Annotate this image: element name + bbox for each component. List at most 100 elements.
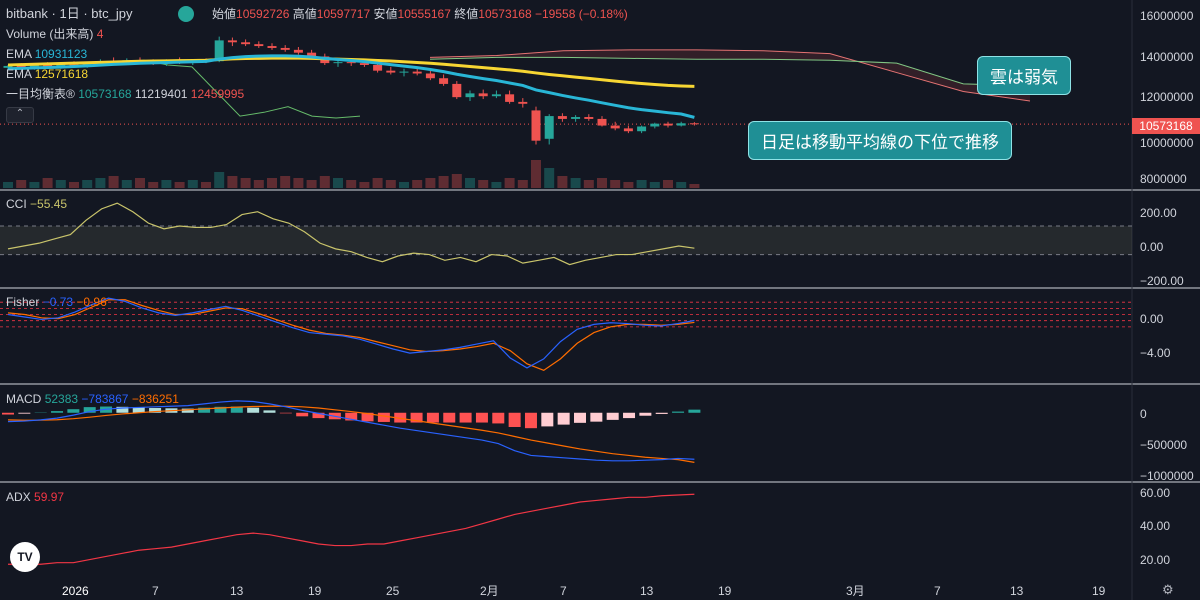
volume-bar	[3, 182, 13, 188]
macd-histogram-bar	[688, 409, 701, 413]
settings-gear-icon[interactable]: ⚙	[1162, 582, 1174, 597]
macd-histogram-bar	[247, 407, 260, 413]
candle-body	[359, 63, 369, 65]
candle-body	[518, 101, 528, 104]
time-axis-tick: 3月	[846, 584, 865, 598]
cci-legend[interactable]: CCI −55.45	[6, 197, 68, 211]
time-axis-tick: 13	[640, 584, 654, 598]
macd-axis-tick: −500000	[1140, 438, 1188, 452]
leading-span-b	[429, 56, 1031, 87]
volume-bars	[3, 160, 700, 188]
volume-bar	[570, 178, 581, 188]
macd-histogram-bar	[149, 408, 162, 413]
time-axis-tick: 13	[1010, 584, 1024, 598]
macd-histogram-bar	[198, 407, 211, 413]
macd-histogram-bar	[132, 407, 145, 413]
volume-bar	[425, 178, 436, 188]
price-axis-tick: 8000000	[1140, 172, 1187, 186]
fisher-legend[interactable]: Fisher −0.73 −0.96	[6, 295, 107, 309]
macd-histogram-bar	[606, 412, 619, 420]
candle-body	[676, 123, 686, 126]
cci-axis-tick: 0.00	[1140, 240, 1164, 254]
volume-legend[interactable]: Volume (出来高) 4	[6, 27, 104, 41]
candle-body	[280, 47, 290, 50]
price-axis-tick: 14000000	[1140, 50, 1194, 64]
ma-lines	[7, 54, 695, 119]
volume-bar	[174, 182, 185, 188]
adx-axis-tick: 60.00	[1140, 486, 1171, 500]
candle-body	[597, 118, 607, 126]
candle-body	[16, 65, 26, 68]
candle-body	[650, 123, 660, 127]
ema-short-line	[7, 54, 695, 119]
tradingview-logo-icon[interactable]: TV	[10, 542, 40, 572]
volume-bar	[451, 174, 462, 188]
candle-body	[557, 116, 567, 119]
volume-bar	[201, 182, 211, 188]
fisher-axis-tick: 0.00	[1140, 312, 1164, 326]
macd-histogram-bar	[2, 412, 14, 415]
ichimoku-legend[interactable]: 一目均衡表® 10573168 11219401 12459995	[6, 87, 245, 101]
adx-legend[interactable]: ADX 59.97	[6, 490, 65, 504]
volume-bar	[135, 178, 145, 188]
macd-histogram-bar	[443, 412, 456, 423]
ema-short-legend[interactable]: EMA 10931123	[6, 47, 88, 61]
candle-body	[293, 49, 303, 53]
ohlc-readout: 始値10592726 高値10597717 安値10555167 終値10573…	[212, 7, 628, 21]
volume-bar	[663, 180, 673, 188]
cci-band	[0, 226, 1132, 255]
candle-body	[465, 93, 475, 98]
fisher-trigger-line	[7, 299, 695, 372]
candle-body	[386, 70, 396, 73]
symbol-title[interactable]: bitbank · 1日 · btc_jpy	[6, 6, 133, 21]
volume-bar	[583, 180, 594, 188]
volume-bar	[636, 180, 647, 188]
ema-long-legend[interactable]: EMA 12571618	[6, 67, 89, 81]
volume-bar	[438, 176, 449, 188]
volume-bar	[55, 180, 66, 188]
macd-legend[interactable]: MACD 52383 −783867 −836251	[6, 392, 179, 406]
candle-body	[307, 52, 317, 57]
ma-callout: 日足は移動平均線の下位で推移	[748, 121, 1012, 160]
macd-histogram-bar	[623, 412, 636, 419]
macd-histogram-bar	[492, 412, 505, 424]
macd-histogram-bar	[361, 412, 374, 422]
candle-body	[227, 40, 237, 43]
leading-span-a	[429, 49, 1031, 102]
volume-bar	[531, 160, 541, 188]
candle-body	[3, 65, 13, 68]
candle-body	[571, 117, 581, 119]
volume-bar	[385, 180, 396, 188]
candle-body	[373, 64, 383, 71]
collapse-legend-icon[interactable]: ⌃	[6, 107, 34, 123]
volume-bar	[544, 168, 555, 188]
macd-histogram-bar	[263, 410, 276, 413]
time-axis-tick: 7	[152, 584, 159, 598]
volume-bar	[557, 176, 568, 188]
adx-line	[8, 493, 695, 565]
candle-body	[267, 46, 277, 48]
adx-axis-tick: 20.00	[1140, 553, 1171, 567]
volume-bar	[16, 180, 27, 188]
macd-histogram-bar	[279, 412, 292, 414]
macd-histogram-bar	[426, 412, 439, 423]
last-price-tag: 10573168	[1132, 118, 1200, 134]
volume-bar	[491, 182, 502, 188]
macd-histogram-bar	[475, 412, 488, 423]
candle-body	[491, 94, 501, 97]
macd-histogram-bar	[410, 412, 423, 423]
candle-body	[610, 125, 620, 129]
time-axis-tick: 7	[934, 584, 941, 598]
candle-body	[241, 42, 251, 45]
cci-axis-tick: −200.00	[1140, 274, 1184, 288]
candle-body	[425, 73, 435, 79]
volume-bar	[306, 180, 317, 188]
volume-bar	[121, 180, 132, 188]
volume-bar	[333, 178, 343, 188]
volume-bar	[359, 182, 370, 188]
eye-icon[interactable]	[178, 6, 194, 22]
macd-axis-tick: 0	[1140, 407, 1147, 421]
macd-histogram-bar	[18, 412, 31, 414]
macd-histogram-bar	[672, 411, 685, 413]
